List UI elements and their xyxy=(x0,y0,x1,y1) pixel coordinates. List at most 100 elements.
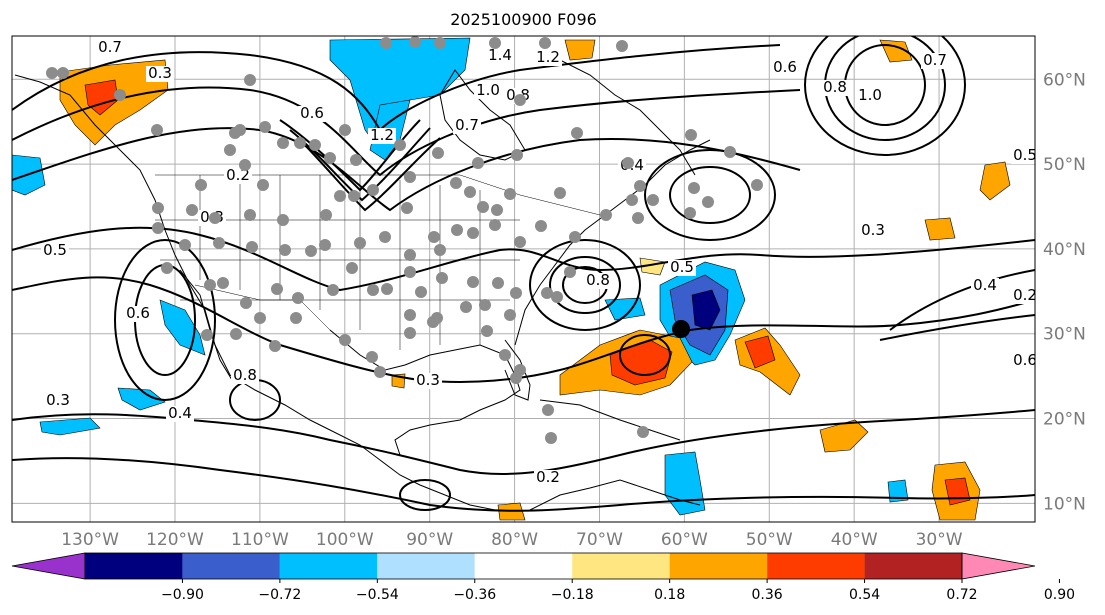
contour-label-bg xyxy=(486,48,514,64)
colorbar-segment xyxy=(377,553,475,579)
station-markers xyxy=(46,36,763,444)
longitude-label: 50°W xyxy=(746,530,793,550)
station-marker xyxy=(195,179,207,191)
station-marker xyxy=(489,219,501,231)
station-marker xyxy=(324,152,336,164)
shade-light-blue-pac-2 xyxy=(39,417,101,436)
station-marker xyxy=(379,231,391,243)
station-marker xyxy=(467,227,479,239)
map-background xyxy=(12,36,1035,522)
contour-north-jet-2 xyxy=(12,86,801,177)
longitude-label: 120°W xyxy=(146,530,204,550)
station-marker xyxy=(554,187,566,199)
contour-label: 0.5 xyxy=(43,241,67,259)
longitude-label: 80°W xyxy=(491,530,538,550)
contour-south-2 xyxy=(12,457,1035,512)
colorbar-tick-label: −0.72 xyxy=(258,587,301,603)
station-marker xyxy=(434,244,446,256)
contour-closed-north-east-3 xyxy=(804,36,966,156)
contour-label-bg xyxy=(668,260,696,276)
station-marker xyxy=(510,372,522,384)
station-marker xyxy=(684,207,696,219)
contour-label-bg xyxy=(146,66,174,82)
contour-label: 0.7 xyxy=(455,116,479,134)
station-marker xyxy=(404,266,416,278)
longitude-labels: 130°W 120°W 110°W 100°W 90°W 80°W 70°W 60°W 50°W… xyxy=(61,530,963,550)
contour-label: 0.3 xyxy=(416,371,440,389)
station-marker xyxy=(277,137,289,149)
colorbar-extend-low xyxy=(11,552,86,580)
station-marker xyxy=(213,237,225,249)
colorbar-segment xyxy=(279,553,378,579)
station-marker xyxy=(427,316,439,328)
station-marker xyxy=(724,146,736,158)
station-marker xyxy=(450,177,462,189)
contour-mid-1 xyxy=(12,226,1035,292)
colorbar-outline xyxy=(84,552,963,580)
contour-label-bg xyxy=(771,60,799,76)
contour-closed-north-center-1 xyxy=(669,166,751,224)
station-marker xyxy=(510,287,522,299)
contour-closed-pacific-2 xyxy=(114,239,216,401)
station-marker xyxy=(467,276,479,288)
contour-label: 0.5 xyxy=(670,258,694,276)
station-marker xyxy=(492,277,504,289)
storm-center-marker xyxy=(672,320,690,338)
latitude-labels: 60°N 50°N 40°N 30°N 20°N 10°N xyxy=(1043,70,1086,514)
station-marker xyxy=(348,190,360,202)
contour-label-bg xyxy=(44,393,72,409)
colorbar-segment xyxy=(767,553,865,579)
coast-labrador xyxy=(559,59,696,176)
station-marker xyxy=(511,149,523,161)
station-marker xyxy=(374,366,386,378)
contour-label-bg xyxy=(298,106,326,122)
station-marker xyxy=(254,312,266,324)
station-marker xyxy=(290,312,302,324)
station-marker xyxy=(564,266,576,278)
station-marker xyxy=(428,231,440,243)
contour-label: 0.6 xyxy=(1013,351,1037,369)
station-marker xyxy=(600,209,612,221)
station-marker xyxy=(381,283,393,295)
station-marker xyxy=(366,351,378,363)
contour-label-bg xyxy=(1011,288,1035,304)
contour-label: 0.2 xyxy=(1013,286,1037,304)
station-marker xyxy=(504,309,516,321)
station-marker xyxy=(334,190,346,202)
contour-label-bg xyxy=(166,406,194,422)
latitude-label: 40°N xyxy=(1043,240,1086,260)
colorbar-segment xyxy=(85,553,183,579)
contour-label-bg xyxy=(856,88,884,104)
station-marker xyxy=(415,286,427,298)
contour-closed-south-1 xyxy=(399,479,451,511)
station-marker xyxy=(339,334,351,346)
station-marker xyxy=(319,239,331,251)
station-marker xyxy=(269,340,281,352)
station-marker xyxy=(634,180,646,192)
station-marker xyxy=(367,284,379,296)
shade-light-blue-southeast xyxy=(887,479,909,503)
coast-florida xyxy=(504,339,531,401)
shade-orange-mid-east xyxy=(819,419,869,453)
station-marker xyxy=(186,204,198,216)
contour-north-jet-3 xyxy=(12,127,801,212)
contour-label: 0.8 xyxy=(233,366,257,384)
station-marker xyxy=(239,159,251,171)
station-marker xyxy=(57,67,69,79)
longitude-label: 130°W xyxy=(61,530,119,550)
colorbar-tick-label: −0.54 xyxy=(356,587,399,603)
station-marker xyxy=(616,40,628,52)
latitude-label: 30°N xyxy=(1043,325,1086,345)
colorbar-tick-label: −0.36 xyxy=(453,587,496,603)
station-marker xyxy=(626,194,638,206)
colorbar-segment xyxy=(864,553,962,579)
contour-label-bg xyxy=(41,243,69,259)
colorbar-segment xyxy=(669,553,768,579)
station-marker xyxy=(224,144,236,156)
contour-label: 1.0 xyxy=(476,81,500,99)
station-marker xyxy=(217,277,229,289)
station-marker xyxy=(152,222,164,234)
contour-jet-core-3 xyxy=(299,137,441,212)
station-marker xyxy=(339,124,351,136)
